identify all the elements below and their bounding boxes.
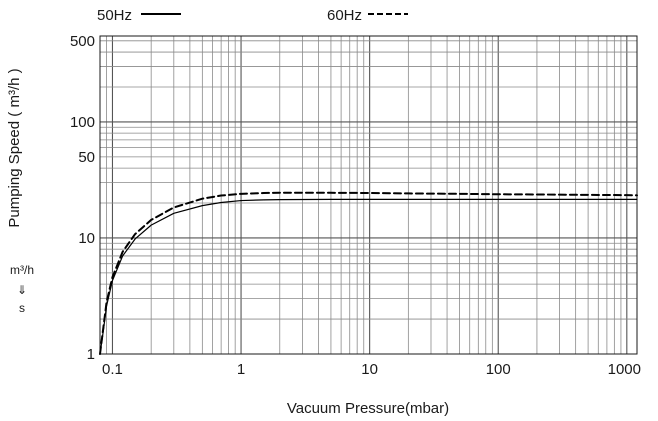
down-arrow-icon: ⇓ [17, 283, 27, 297]
series-lines [99, 191, 638, 355]
y-tick-label: 50 [78, 149, 95, 166]
x-tick-labels: 0.1 1 10 100 1000 [102, 361, 641, 378]
y-tick-label: 10 [78, 230, 95, 247]
x-tick-label: 0.1 [102, 361, 123, 378]
x-tick-label: 1000 [608, 361, 641, 378]
x-tick-label: 1 [237, 361, 245, 378]
y-tick-labels: 1 10 50 100 500 [70, 33, 95, 363]
y-tick-label: 500 [70, 33, 95, 50]
x-axis-title: Vacuum Pressure(mbar) [287, 400, 449, 417]
legend: 50Hz 60Hz [97, 7, 408, 24]
unit-denominator: s [19, 301, 25, 315]
x-tick-label: 10 [361, 361, 378, 378]
series-line-50hz [99, 198, 638, 355]
unit-numerator: m³/h [10, 263, 34, 277]
series-line-60hz [99, 191, 638, 355]
plot-frame [99, 35, 638, 355]
legend-label-60hz: 60Hz [327, 7, 362, 24]
grid-lines [99, 36, 637, 355]
legend-label-50hz: 50Hz [97, 7, 132, 24]
x-tick-label: 100 [486, 361, 511, 378]
y-tick-label: 1 [87, 346, 95, 363]
unit-annotation: m³/h ⇓ s [10, 263, 34, 315]
y-axis-title: Pumping Speed ( m³/h ) [6, 68, 23, 227]
y-tick-label: 100 [70, 114, 95, 131]
